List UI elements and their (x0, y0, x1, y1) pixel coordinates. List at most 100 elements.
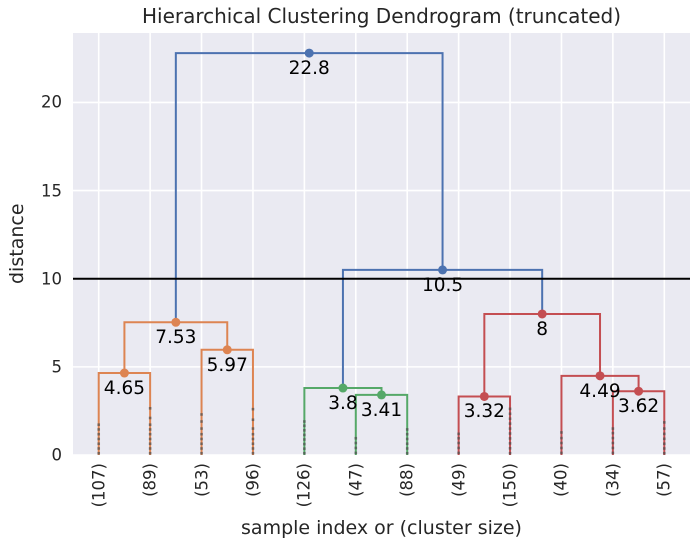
contracted-merge-marker (457, 441, 460, 445)
contracted-merge-marker (200, 447, 203, 450)
contracted-merge-marker (354, 446, 358, 450)
contracted-merge-marker (148, 451, 152, 455)
contracted-merge-marker (508, 437, 512, 440)
contracted-merge-marker (560, 441, 563, 445)
contracted-merge-marker (97, 437, 101, 441)
contracted-merge-marker (457, 432, 460, 436)
contracted-merge-marker (457, 446, 460, 450)
y-tick-label: 10 (41, 269, 62, 289)
contracted-merge-marker (662, 437, 666, 441)
contracted-merge-marker (662, 427, 666, 430)
contracted-merge-marker (560, 446, 563, 450)
contracted-merge-marker (251, 447, 255, 450)
merge-dot (479, 391, 489, 401)
contracted-merge-marker (97, 451, 101, 455)
contracted-merge-marker (200, 437, 203, 441)
contracted-merge-marker (97, 428, 101, 431)
contracted-merge-marker (354, 451, 358, 455)
contracted-merge-marker (251, 432, 255, 436)
y-tick-label: 0 (51, 445, 63, 465)
x-tick-label: (47) (346, 463, 366, 497)
merge-distance-label: 3.41 (360, 399, 403, 421)
contracted-merge-marker (148, 406, 152, 410)
merge-dot (222, 345, 232, 355)
contracted-merge-marker (354, 436, 358, 440)
merge-dot (537, 309, 547, 319)
contracted-merge-marker (560, 431, 563, 434)
contracted-merge-marker (662, 451, 666, 455)
contracted-merge-marker (200, 432, 203, 436)
contracted-merge-marker (148, 416, 152, 420)
merge-distance-label: 4.49 (579, 380, 621, 402)
contracted-merge-marker (303, 438, 306, 441)
contracted-merge-marker (148, 432, 152, 436)
merge-distance-label: 8 (536, 318, 549, 340)
x-tick-label: (34) (603, 463, 623, 497)
x-tick-label: (126) (294, 463, 314, 508)
contracted-merge-marker (508, 447, 512, 450)
contracted-merge-marker (251, 451, 255, 455)
contracted-merge-marker (251, 437, 255, 441)
contracted-merge-marker (200, 413, 203, 416)
contracted-merge-marker (303, 447, 306, 450)
chart-title: Hierarchical Clustering Dendrogram (trun… (141, 4, 622, 28)
plot-area (73, 33, 690, 455)
contracted-merge-marker (611, 451, 615, 455)
x-tick-label: (107) (89, 463, 109, 508)
contracted-merge-marker (662, 421, 666, 424)
x-tick-label: (49) (449, 463, 469, 497)
contracted-merge-marker (662, 432, 666, 436)
merge-dot (634, 386, 644, 396)
x-tick-label: (96) (243, 463, 263, 497)
contracted-merge-marker (611, 441, 615, 445)
contracted-merge-marker (560, 451, 563, 455)
contracted-merge-marker (611, 427, 615, 430)
contracted-merge-marker (405, 432, 409, 436)
contracted-merge-marker (200, 427, 203, 430)
y-tick-label: 20 (41, 92, 62, 112)
merge-dot (119, 368, 129, 378)
contracted-merge-marker (97, 432, 101, 436)
contracted-merge-marker (303, 429, 306, 432)
contracted-merge-marker (251, 407, 255, 411)
y-axis-label: distance (6, 203, 28, 285)
contracted-merge-marker (303, 420, 306, 423)
contracted-merge-marker (251, 418, 255, 422)
contracted-merge-marker (611, 446, 615, 450)
x-tick-label: (57) (654, 463, 674, 497)
contracted-merge-marker (200, 451, 203, 455)
contracted-merge-marker (508, 442, 512, 445)
y-tick-label: 15 (41, 181, 62, 201)
contracted-merge-marker (611, 436, 615, 440)
contracted-merge-marker (508, 417, 512, 420)
merge-dot (171, 317, 181, 327)
contracted-merge-marker (508, 451, 512, 455)
merge-dot (304, 48, 314, 58)
merge-distance-label: 10.5 (421, 274, 464, 296)
x-tick-label: (88) (397, 463, 417, 497)
contracted-merge-marker (303, 442, 306, 446)
contracted-merge-marker (508, 412, 512, 416)
contracted-merge-marker (97, 423, 101, 426)
x-tick-label: (150) (500, 463, 520, 508)
contracted-merge-marker (148, 423, 152, 426)
contracted-merge-marker (611, 431, 615, 435)
contracted-merge-marker (97, 442, 101, 446)
x-axis-label: sample index or (cluster size) (241, 517, 522, 539)
contracted-merge-marker (148, 428, 152, 431)
contracted-merge-marker (303, 451, 306, 455)
merge-distance-label: 4.65 (103, 378, 146, 400)
contracted-merge-marker (303, 433, 306, 437)
y-tick-label: 5 (51, 357, 63, 377)
x-tick-label: (53) (192, 463, 212, 497)
contracted-merge-marker (457, 436, 460, 440)
merge-distance-label: 3.32 (463, 401, 505, 423)
contracted-merge-marker (508, 422, 512, 425)
x-tick-label: (89) (140, 463, 160, 497)
contracted-merge-marker (560, 436, 563, 440)
contracted-merge-marker (662, 447, 666, 450)
contracted-merge-marker (508, 432, 512, 435)
merge-dot (338, 383, 348, 393)
merge-distance-label: 3.8 (328, 393, 358, 415)
